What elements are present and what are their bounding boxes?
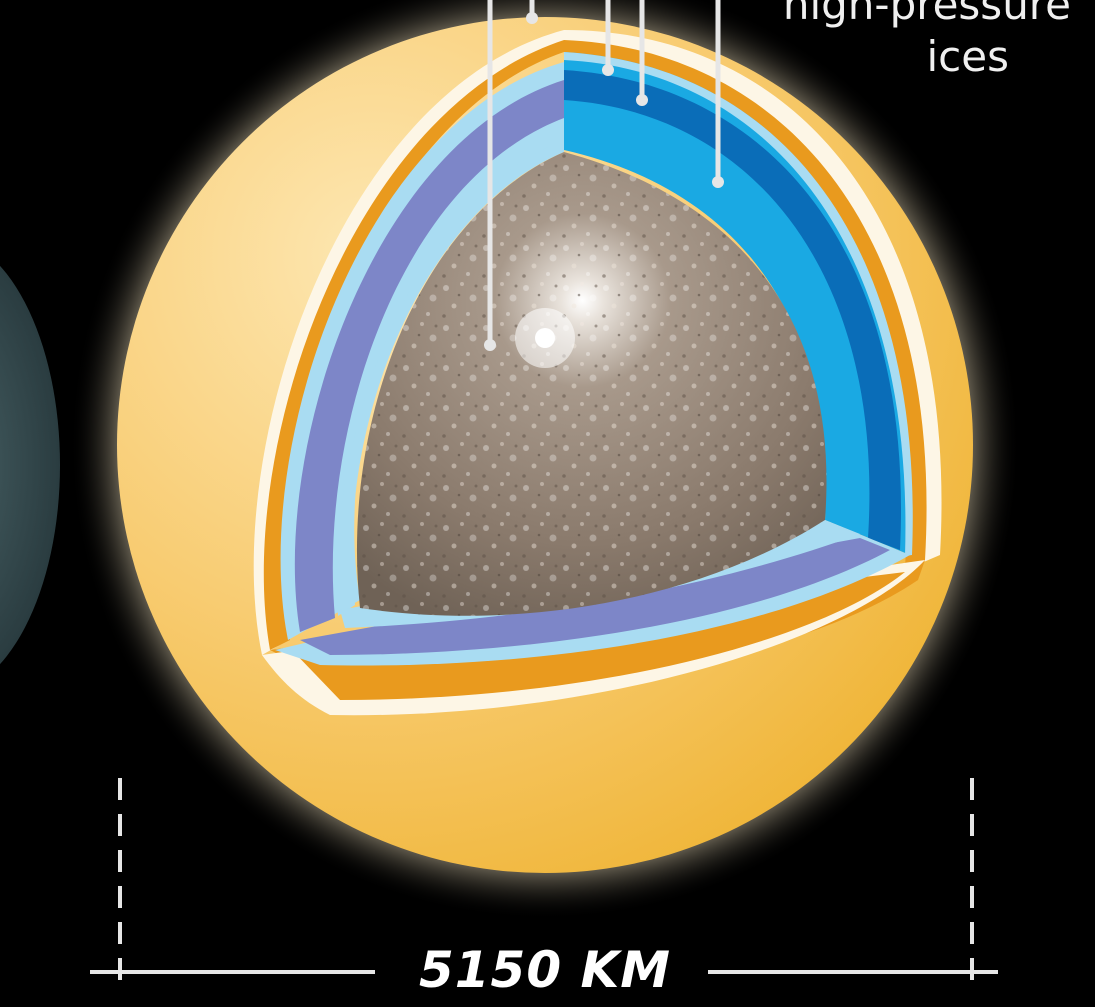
rocky-core-texture [356, 152, 827, 616]
core-highlight-center [535, 328, 555, 348]
leader-dots [484, 12, 724, 351]
layer-label-line2: ices [926, 32, 1009, 81]
scale-value: 5150 KM [418, 941, 672, 999]
left-face-periwinkle [294, 80, 564, 632]
left-face-light-blue-inner [336, 140, 564, 616]
neighbor-planet [0, 265, 60, 665]
right-face-sky-blue [564, 52, 912, 555]
leader-line-icon [487, 0, 721, 348]
scale-bar-icon [90, 778, 998, 990]
layer-label-line1: high-pressure [782, 0, 1071, 29]
